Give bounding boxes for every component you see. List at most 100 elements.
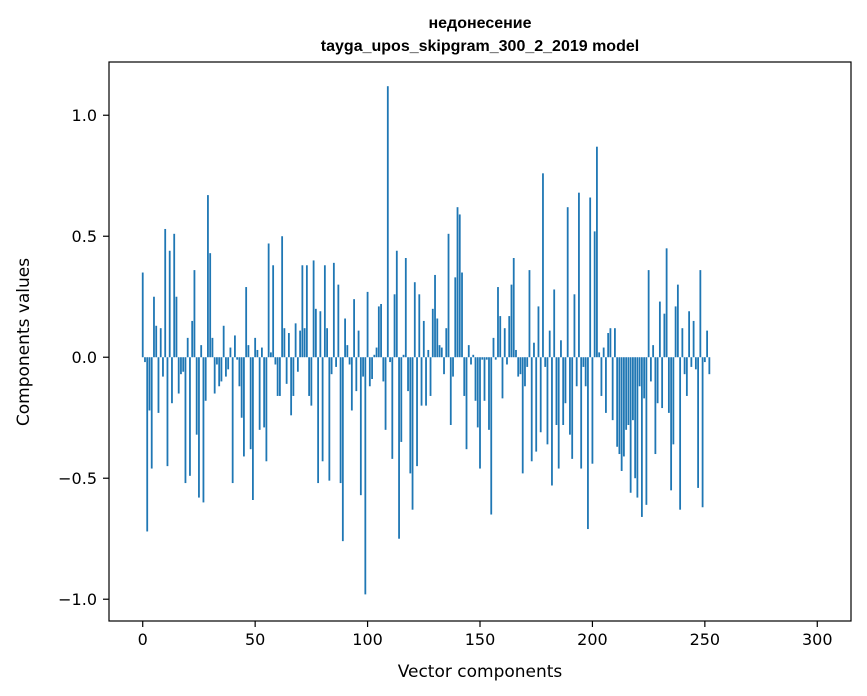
- bar-165: [512, 258, 515, 358]
- bar-216: [627, 357, 630, 425]
- bar-202: [596, 146, 598, 358]
- bar-226: [649, 357, 652, 382]
- bar-140: [456, 207, 459, 358]
- bar-151: [481, 357, 484, 360]
- bar-63: [283, 328, 286, 358]
- bar-33: [216, 357, 218, 365]
- bar-8: [159, 328, 162, 358]
- bar-48: [249, 357, 252, 450]
- bar-217: [629, 357, 632, 493]
- bar-68: [294, 323, 297, 358]
- bar-22: [191, 320, 194, 358]
- bar-194: [578, 192, 580, 358]
- bar-130: [434, 274, 436, 358]
- bar-138: [452, 357, 454, 377]
- y-tick-label-3: 0.5: [72, 227, 97, 246]
- bar-149: [476, 357, 479, 428]
- bar-74: [308, 357, 311, 396]
- chart-title-line-2: tayga_upos_skipgram_300_2_2019 model: [321, 38, 639, 55]
- bar-52: [258, 357, 261, 430]
- bar-180: [546, 357, 549, 445]
- bar-207: [607, 333, 610, 358]
- bar-69: [296, 357, 299, 372]
- bar-49: [252, 357, 254, 500]
- bar-31: [211, 337, 214, 358]
- bar-234: [667, 357, 670, 413]
- bar-241: [683, 357, 686, 375]
- bar-2: [146, 357, 149, 532]
- bar-119: [409, 357, 412, 474]
- bar-167: [517, 357, 520, 377]
- bar-101: [368, 357, 371, 387]
- bar-95: [355, 357, 358, 392]
- bar-77: [314, 308, 317, 358]
- x-tick-label-0: 0: [138, 630, 148, 649]
- bar-110: [389, 357, 391, 363]
- bar-102: [371, 357, 373, 380]
- bar-0: [141, 272, 144, 358]
- bar-243: [688, 311, 691, 358]
- bar-29: [207, 195, 209, 358]
- x-axis-ticks: 0 50 100 150 200 250 300: [138, 621, 833, 649]
- y-tick-label-4: 1.0: [72, 106, 97, 125]
- bar-223: [643, 357, 646, 399]
- bar-190: [569, 357, 571, 435]
- bar-117: [404, 258, 407, 358]
- bar-204: [600, 357, 603, 396]
- bar-44: [240, 357, 243, 418]
- bar-148: [474, 357, 477, 401]
- bar-218: [632, 357, 634, 421]
- bar-36: [222, 325, 225, 358]
- bar-237: [674, 306, 677, 358]
- bar-26: [200, 345, 203, 358]
- bar-212: [618, 357, 621, 455]
- bar-75: [310, 357, 313, 406]
- bar-154: [488, 357, 490, 430]
- bar-224: [645, 357, 648, 505]
- bar-232: [663, 313, 666, 358]
- bar-55: [265, 357, 268, 462]
- bar-240: [681, 328, 684, 358]
- bar-16: [177, 357, 180, 394]
- bar-107: [382, 357, 385, 382]
- bar-124: [420, 357, 423, 406]
- bar-136: [447, 233, 450, 358]
- bar-227: [652, 345, 655, 358]
- bar-4: [150, 357, 153, 469]
- bar-84: [330, 357, 333, 375]
- bar-229: [656, 357, 659, 404]
- bar-64: [285, 357, 288, 384]
- bar-111: [391, 357, 394, 459]
- x-tick-label-5: 250: [690, 630, 721, 649]
- bar-98: [362, 357, 364, 377]
- bar-114: [398, 357, 400, 539]
- bar-159: [499, 316, 502, 358]
- bar-108: [384, 357, 387, 430]
- bar-132: [438, 345, 441, 358]
- bar-208: [609, 328, 612, 358]
- bar-13: [171, 357, 173, 404]
- bar-70: [299, 330, 302, 358]
- bar-231: [661, 357, 664, 409]
- bar-50: [254, 337, 257, 358]
- bar-28: [204, 357, 207, 401]
- bar-176: [537, 306, 540, 358]
- bar-87: [337, 284, 340, 358]
- bar-38: [227, 357, 230, 370]
- x-tick-label-4: 200: [577, 630, 608, 649]
- bar-60: [276, 357, 279, 396]
- bar-214: [623, 357, 625, 457]
- bar-78: [317, 357, 320, 484]
- y-tick-label-2: 0.0: [72, 348, 97, 367]
- bar-127: [427, 349, 430, 358]
- bar-93: [350, 357, 353, 411]
- bar-161: [503, 328, 506, 358]
- bar-41: [234, 335, 236, 358]
- bar-200: [591, 357, 594, 464]
- bar-129: [431, 308, 434, 358]
- bar-53: [261, 347, 263, 358]
- bar-14: [173, 233, 176, 358]
- y-tick-label-1: −0.5: [58, 469, 97, 488]
- bar-54: [263, 357, 266, 428]
- bar-24: [195, 357, 198, 435]
